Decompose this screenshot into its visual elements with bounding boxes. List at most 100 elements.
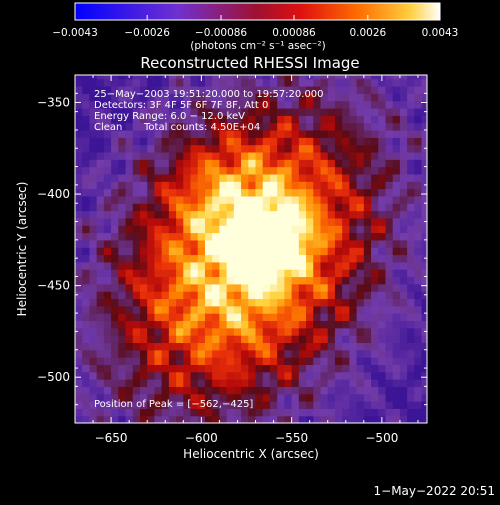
heatmap-cell [125,298,134,307]
heatmap-cell [342,173,350,182]
heatmap-cell [291,408,300,417]
heatmap-cell [204,203,213,212]
heatmap-cell [342,239,350,248]
heatmap-cell [262,379,271,387]
heatmap-cell [241,203,249,212]
heatmap-cell [75,261,83,270]
heatmap-cell [255,379,264,387]
heatmap-cell [161,276,170,285]
heatmap-cell [255,107,264,116]
heatmap-cell [154,386,163,395]
heatmap-cell [277,122,285,131]
heatmap-cell [342,357,350,365]
heatmap-cell [392,217,401,226]
heatmap-cell [262,298,271,307]
heatmap-cell [139,349,148,358]
heatmap-cell [118,188,127,197]
heatmap-cell [147,151,156,160]
heatmap-cell [103,298,112,307]
heatmap-cell [248,173,257,182]
heatmap-cell [255,195,264,204]
heatmap-cell [342,195,350,204]
heatmap-cell [226,239,235,248]
heatmap-cell [233,283,242,292]
heatmap-cell [385,129,394,138]
heatmap-cell [334,379,343,387]
heatmap-cell [255,364,264,373]
heatmap-cell [342,379,350,387]
heatmap-cell [356,217,365,226]
heatmap-cell [356,349,365,358]
heatmap-cell [385,107,394,116]
heatmap-cell [154,100,163,109]
heatmap-cell [277,291,285,300]
heatmap-cell [392,335,401,344]
heatmap-cell [111,137,119,146]
heatmap-cell [75,291,83,300]
heatmap-cell [269,276,278,285]
heatmap-cell [168,195,177,204]
heatmap-cell [176,364,184,373]
heatmap-cell [262,335,271,344]
heatmap-cell [255,269,264,278]
heatmap-cell [327,254,336,263]
heatmap-cell [399,210,408,219]
heatmap-cell [204,291,213,300]
heatmap-cell [96,364,105,373]
heatmap-cell [269,188,278,197]
heatmap-cell [139,78,148,87]
heatmap-cell [385,379,394,387]
heatmap-cell [269,408,278,417]
heatmap-cell [176,291,184,300]
heatmap-cell [262,283,271,292]
heatmap-cell [414,342,423,351]
heatmap-cell [421,225,427,234]
heatmap-cell [96,75,105,80]
heatmap-cell [75,327,83,336]
heatmap-cell [75,166,83,175]
heatmap-cell [103,75,112,80]
heatmap-cell [82,261,91,270]
heatmap-cell [241,269,249,278]
heatmap-cell [356,144,365,153]
heatmap-cell [414,349,423,358]
heatmap-cell [103,210,112,219]
heatmap-cell [111,159,119,168]
heatmap-cell [327,75,336,80]
heatmap-cell [407,173,415,182]
heatmap-cell [118,100,127,109]
heatmap-cell [75,239,83,248]
heatmap-cell [392,159,401,168]
heatmap-cell [168,93,177,102]
heatmap-cell [132,313,141,322]
heatmap-cell [363,342,372,351]
heatmap-cell [407,210,415,219]
heatmap-cell [277,247,285,256]
heatmap-cell [89,313,98,322]
heatmap-cell [161,408,170,417]
heatmap-cell [313,327,322,336]
heatmap-cell [183,100,192,109]
heatmap-cell [269,129,278,138]
heatmap-cell [89,93,98,102]
heatmap-cell [399,305,408,314]
heatmap-cell [204,408,213,417]
heatmap-cell [313,393,322,402]
heatmap-cell [190,305,199,314]
heatmap-cell [414,232,423,241]
heatmap-cell [161,122,170,131]
heatmap-cell [291,247,300,256]
heatmap-cell [139,210,148,219]
heatmap-cell [226,415,235,423]
heatmap-cell [190,239,199,248]
heatmap-cell [197,188,206,197]
heatmap-cell [385,291,394,300]
heatmap-cell [255,225,264,234]
heatmap-cell [313,78,322,87]
heatmap-cell [139,195,148,204]
heatmap-cell [176,75,184,80]
heatmap-cell [269,327,278,336]
heatmap-cell [262,349,271,358]
heatmap-cell [378,85,387,94]
heatmap-cell [306,357,314,365]
